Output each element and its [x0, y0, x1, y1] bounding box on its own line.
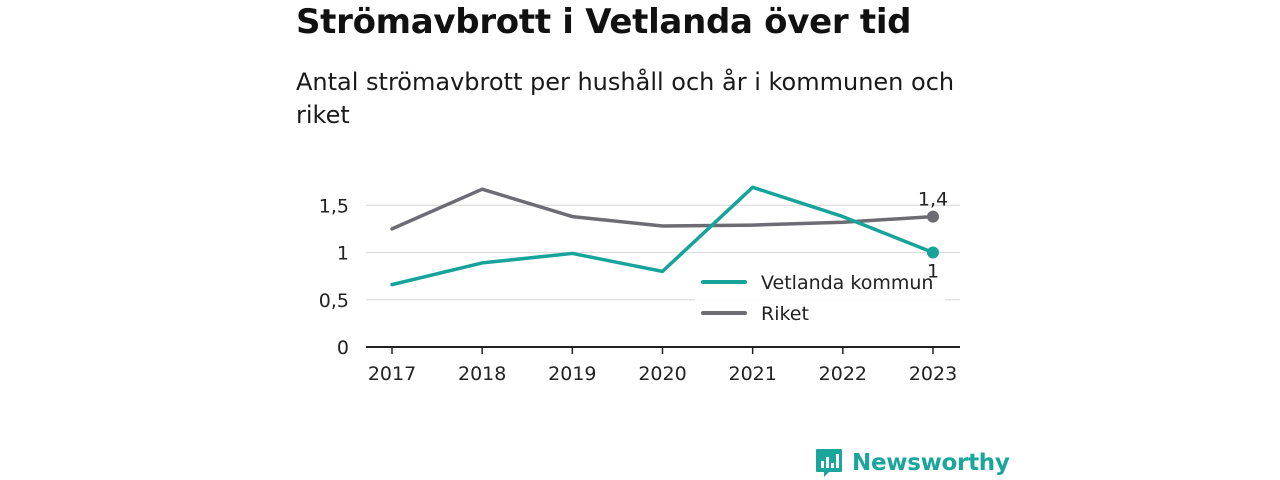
end-point	[927, 246, 939, 259]
y-tick-label: 0	[337, 337, 349, 359]
end-value-label: 1,4	[918, 189, 948, 211]
chart-subtitle: Antal strömavbrott per hushåll och år i …	[296, 68, 955, 129]
newsworthy-logo-text: Newsworthy	[852, 450, 1010, 476]
x-tick-label: 2018	[458, 363, 506, 385]
x-tick-label: 2021	[728, 363, 776, 385]
y-tick-label: 1	[337, 243, 349, 265]
x-tick-label: 2023	[909, 363, 957, 385]
legend-box	[695, 266, 945, 330]
x-tick-label: 2019	[548, 363, 596, 385]
end-point	[927, 210, 939, 223]
x-tick-label: 2022	[819, 363, 867, 385]
x-tick-label: 2020	[638, 363, 686, 385]
x-tick-label: 2017	[368, 363, 416, 385]
newsworthy-logo-icon	[816, 449, 842, 477]
y-tick-label: 0,5	[319, 290, 349, 312]
series-line-vetlanda	[390, 185, 935, 287]
end-value-label: 1	[927, 261, 939, 283]
legend-label: Vetlanda kommun	[761, 272, 933, 294]
series-line-riket	[390, 187, 935, 231]
legend-label: Riket	[761, 303, 809, 325]
chart-title: Strömavbrott i Vetlanda över tid	[296, 2, 912, 42]
newsworthy-logo: Newsworthy	[815, 446, 1010, 480]
line-chart: 0 0,5 1 1,5 2017 2018 2019 2020 2021 2022 2023 Vetl…	[319, 185, 960, 385]
y-tick-label: 1,5	[319, 195, 349, 217]
